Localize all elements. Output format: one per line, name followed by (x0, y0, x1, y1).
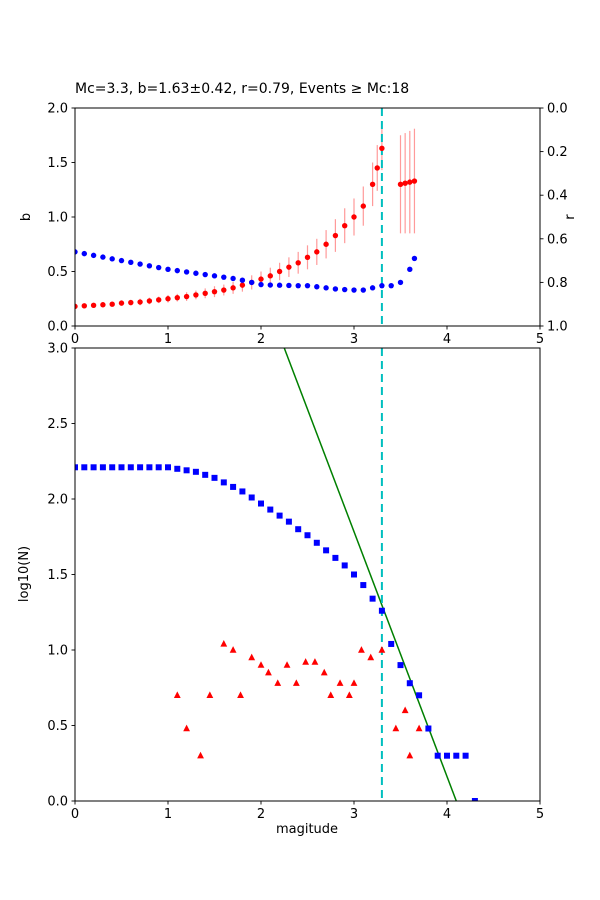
svg-text:2.0: 2.0 (47, 102, 68, 117)
svg-text:2.0: 2.0 (47, 493, 68, 508)
top-left-axis-label: b (19, 213, 34, 221)
bottom-plot: 0 1 2 3 4 5 0.0 0.5 1.0 1.5 2.0 2.5 3.0 (47, 342, 544, 823)
svg-text:1.0: 1.0 (547, 320, 568, 335)
svg-text:0.4: 0.4 (547, 189, 568, 204)
svg-text:3.0: 3.0 (47, 342, 68, 357)
svg-text:0.6: 0.6 (547, 232, 568, 247)
svg-text:0.2: 0.2 (547, 145, 568, 160)
svg-text:3: 3 (350, 332, 358, 347)
svg-text:0.0: 0.0 (547, 102, 568, 117)
svg-text:0.0: 0.0 (47, 795, 68, 810)
svg-text:1.0: 1.0 (47, 211, 68, 226)
svg-text:0.0: 0.0 (47, 320, 68, 335)
plot-title: Mc=3.3, b=1.63±0.42, r=0.79, Events ≥ Mc… (75, 81, 409, 97)
svg-text:2.5: 2.5 (47, 417, 68, 432)
svg-text:1.0: 1.0 (47, 644, 68, 659)
svg-text:0: 0 (71, 807, 79, 822)
svg-text:2: 2 (257, 332, 265, 347)
svg-text:0.8: 0.8 (547, 276, 568, 291)
bottom-plot-marks (75, 348, 478, 801)
svg-text:3: 3 (350, 807, 358, 822)
x-axis-label: magitude (276, 822, 338, 837)
top-plot-marks (75, 108, 418, 326)
svg-text:1.5: 1.5 (47, 156, 68, 171)
svg-text:0.5: 0.5 (47, 719, 68, 734)
svg-text:2: 2 (257, 807, 265, 822)
top-right-axis-label: r (563, 214, 578, 220)
top-plot: 0 1 2 3 4 5 0.0 0.5 1.0 1.5 2.0 0.0 0.2 0.4 0.6 0.8 1.0 (47, 102, 567, 348)
svg-text:4: 4 (443, 807, 451, 822)
svg-text:0: 0 (71, 332, 79, 347)
svg-text:5: 5 (536, 332, 544, 347)
svg-text:1: 1 (164, 332, 172, 347)
svg-text:0.5: 0.5 (47, 265, 68, 280)
svg-text:5: 5 (536, 807, 544, 822)
svg-text:4: 4 (443, 332, 451, 347)
bottom-y-axis-label: log10(N) (17, 546, 32, 602)
svg-text:1: 1 (164, 807, 172, 822)
svg-text:1.5: 1.5 (47, 568, 68, 583)
